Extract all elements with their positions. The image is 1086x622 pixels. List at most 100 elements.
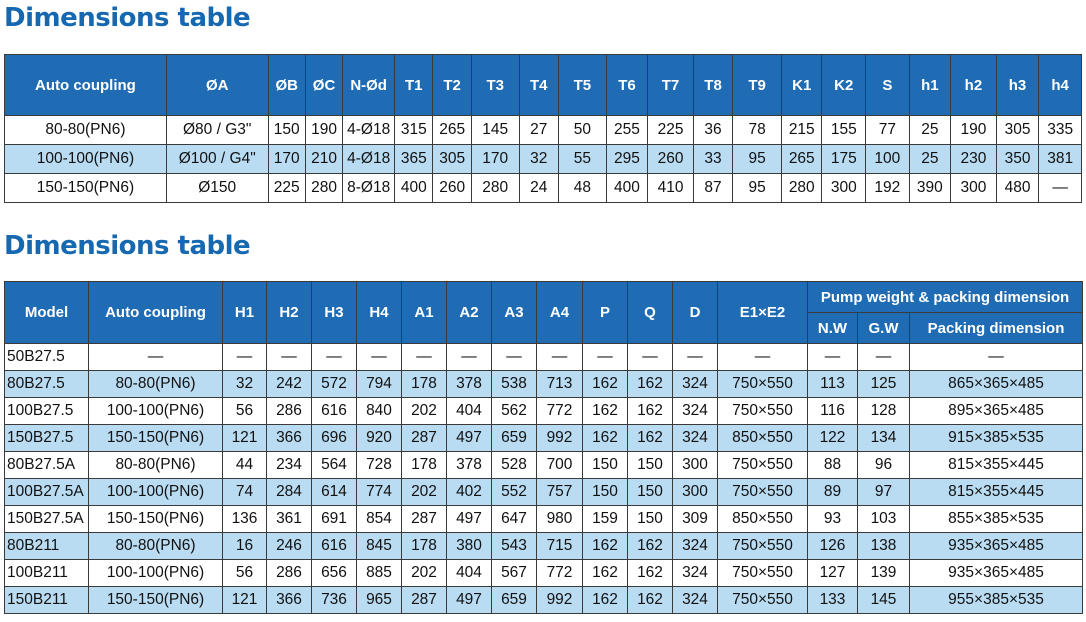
table-cell: 361 (266, 505, 312, 533)
table-row: 100B211 100-100(PN6) 56 286 656 885 202 404 567 7… (4, 559, 1084, 587)
dimensions-table-coupling: Auto coupling ØA ØB ØC N-Ød T1 T2 T3 T4 … (4, 54, 1082, 203)
table-cell: 572 (311, 370, 357, 398)
table-cell: 178 (401, 451, 447, 479)
table-cell: 286 (266, 397, 312, 425)
table-cell: 103 (857, 505, 910, 533)
table-cell: 202 (401, 478, 447, 506)
table-cell: 95 (732, 144, 783, 174)
table-cell: 136 (222, 505, 267, 533)
column-header: A3 (491, 281, 537, 344)
table-cell: 87 (692, 173, 734, 203)
table-cell: 480 (995, 173, 1040, 203)
column-header: T3 (470, 54, 520, 116)
column-header: T6 (605, 54, 649, 116)
table-cell: 100 (865, 144, 910, 174)
column-header: N-Ød (342, 54, 396, 116)
table-cell: 324 (672, 370, 718, 398)
table-cell: 150 (267, 115, 306, 145)
table-cell: 121 (222, 586, 267, 614)
table-cell: 78 (732, 115, 783, 145)
table-cell: 100-100(PN6) (88, 397, 223, 425)
column-header: ØB (267, 54, 306, 116)
column-header: T8 (692, 54, 734, 116)
table-cell: 215 (781, 115, 823, 145)
table-cell: 552 (491, 478, 537, 506)
table-cell: 543 (491, 532, 537, 560)
table-cell: 845 (356, 532, 402, 560)
table-cell: 4-Ø18 (342, 144, 396, 174)
table-cell: 935×365×485 (908, 559, 1084, 587)
table-cell: 324 (672, 397, 718, 425)
column-header: N.W (807, 312, 858, 344)
table-cell: 895×365×485 (908, 397, 1084, 425)
table-cell: — (88, 343, 223, 371)
column-header: T7 (647, 54, 694, 116)
column-header: A2 (446, 281, 492, 344)
table-cell: 225 (647, 115, 694, 145)
table-cell: 815×355×445 (908, 478, 1084, 506)
table-cell: 100B27.5A (4, 478, 89, 506)
table-cell: 715 (536, 532, 583, 560)
table-cell: 88 (807, 451, 858, 479)
table-cell: 150B27.5 (4, 424, 89, 452)
table-cell: 280 (781, 173, 823, 203)
table-cell: — (807, 343, 858, 371)
table-cell: 324 (672, 586, 718, 614)
table-cell: 309 (672, 505, 718, 533)
table-body: 80-80(PN6) Ø80 / G3" 150 190 4-Ø18 315 265 145 2… (4, 115, 1082, 203)
column-header: G.W (857, 312, 910, 344)
table-cell: 284 (266, 478, 312, 506)
column-header: h4 (1038, 54, 1082, 116)
table-cell: 616 (311, 397, 357, 425)
column-header: S (865, 54, 910, 116)
table-cell: 757 (536, 478, 583, 506)
table-cell: 32 (518, 144, 559, 174)
table-cell: 150 (627, 478, 673, 506)
table-cell: 55 (557, 144, 607, 174)
table-cell: 25 (908, 144, 952, 174)
table-cell: — (311, 343, 357, 371)
table-cell: — (627, 343, 673, 371)
table-cell: 497 (446, 586, 492, 614)
table-cell: 150-150(PN6) (88, 424, 223, 452)
table-cell: 700 (536, 451, 583, 479)
table-cell: 133 (807, 586, 858, 614)
table-cell: 647 (491, 505, 537, 533)
column-header: Packing dimension (908, 312, 1084, 344)
table-cell: 80-80(PN6) (4, 115, 167, 145)
table-cell: 287 (401, 586, 447, 614)
table-cell: 32 (222, 370, 267, 398)
table-cell: 365 (394, 144, 434, 174)
table-cell: 659 (491, 586, 537, 614)
table-cell: 286 (266, 559, 312, 587)
table-cell: 564 (311, 451, 357, 479)
table-row: 50B27.5— — — — — — — — — — — — — — — — (4, 343, 1084, 371)
table-cell: 145 (857, 586, 910, 614)
table-cell: 4-Ø18 (342, 115, 396, 145)
table-row: 100-100(PN6) Ø100 / G4" 170 210 4-Ø18 365 305 1… (4, 144, 1082, 174)
table-cell: 96 (857, 451, 910, 479)
table-cell: 138 (857, 532, 910, 560)
table-cell: — (908, 343, 1084, 371)
table-cell: 48 (557, 173, 607, 203)
table-cell: 77 (865, 115, 910, 145)
table-cell: 56 (222, 559, 267, 587)
table-cell: 295 (605, 144, 649, 174)
table-cell: 378 (446, 451, 492, 479)
table-cell: 162 (582, 424, 628, 452)
table-cell: 100-100(PN6) (4, 144, 167, 174)
table-cell: 202 (401, 397, 447, 425)
column-group-header: Pump weight & packing dimension (806, 281, 1084, 313)
column-header: D (672, 281, 718, 344)
table-cell: 134 (857, 424, 910, 452)
table-cell: 287 (401, 505, 447, 533)
table-cell: 260 (432, 173, 472, 203)
table-cell: — (1038, 173, 1082, 203)
table-cell: — (222, 343, 267, 371)
table-cell: 100B27.5 (4, 397, 89, 425)
table-cell: 192 (865, 173, 910, 203)
table-row: 100B27.5 100-100(PN6) 56 286 616 840 202 404 562… (4, 397, 1084, 425)
table-cell: 8-Ø18 (342, 173, 396, 203)
table-cell: 265 (781, 144, 823, 174)
table-cell: 150B211 (4, 586, 89, 614)
